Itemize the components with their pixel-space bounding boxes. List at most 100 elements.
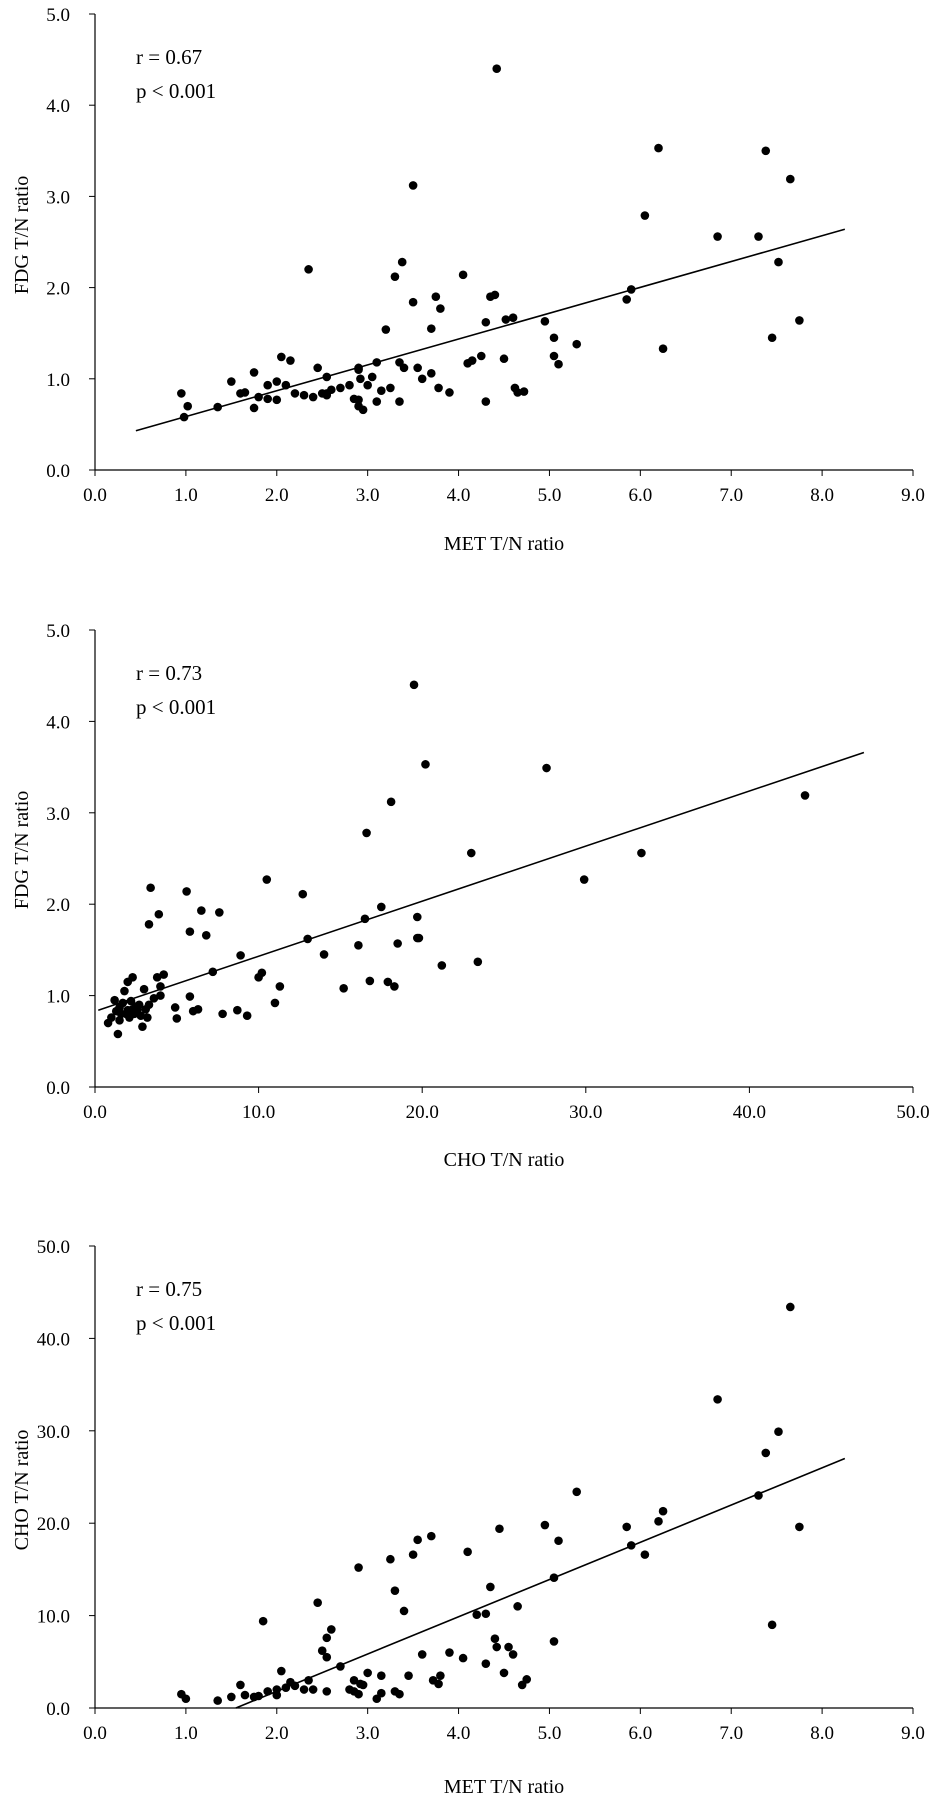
y-tick-label: 3.0 — [46, 804, 70, 825]
data-point — [107, 1013, 116, 1022]
x-tick-label: 1.0 — [174, 485, 198, 506]
y-tick-label: 10.0 — [37, 1607, 70, 1628]
data-point — [172, 1014, 182, 1023]
data-point — [263, 1687, 272, 1696]
data-point — [159, 970, 169, 979]
data-point — [386, 383, 395, 393]
x-tick-label: 5.0 — [538, 1723, 562, 1744]
data-point — [286, 356, 295, 365]
data-point — [303, 934, 312, 944]
data-point — [481, 317, 491, 327]
x-tick-label: 7.0 — [719, 485, 743, 506]
data-point — [640, 211, 650, 220]
data-point — [277, 1666, 286, 1676]
data-point — [426, 1531, 436, 1541]
data-point — [354, 363, 363, 373]
data-point — [236, 1680, 245, 1690]
x-tick-label: 3.0 — [356, 1723, 380, 1744]
data-point — [257, 968, 267, 978]
data-point — [412, 912, 422, 922]
data-point — [436, 1671, 445, 1680]
correlation-p: p < 0.001 — [136, 695, 216, 719]
data-point — [227, 1692, 236, 1702]
data-point — [128, 973, 137, 982]
data-point — [386, 1554, 395, 1564]
data-point — [290, 389, 300, 398]
data-point — [395, 397, 404, 406]
data-point — [508, 313, 518, 322]
data-points — [103, 680, 810, 1039]
data-point — [218, 1009, 227, 1019]
data-point — [126, 996, 136, 1006]
y-tick-label: 0.0 — [46, 1078, 70, 1099]
data-point — [481, 1659, 491, 1668]
data-point — [476, 351, 486, 361]
data-point — [208, 967, 218, 977]
x-tick-label: 8.0 — [810, 1723, 834, 1744]
data-point — [786, 1302, 795, 1312]
data-point — [713, 232, 722, 241]
correlation-p: p < 0.001 — [136, 1311, 216, 1335]
data-point — [761, 146, 771, 156]
data-point — [336, 383, 345, 393]
data-point — [572, 1487, 582, 1497]
data-point — [549, 1637, 559, 1646]
data-point — [434, 1679, 443, 1689]
data-point — [397, 257, 407, 267]
data-point — [421, 760, 430, 769]
data-point — [322, 1633, 332, 1643]
data-point — [327, 385, 336, 395]
y-tick-label: 20.0 — [37, 1514, 70, 1535]
x-axis-title: MET T/N ratio — [444, 533, 564, 555]
x-tick-label: 6.0 — [628, 485, 652, 506]
data-point — [513, 388, 522, 397]
data-point — [572, 339, 582, 349]
data-point — [472, 1610, 482, 1619]
data-point — [193, 1005, 203, 1014]
data-point — [362, 828, 371, 838]
data-point — [549, 333, 559, 343]
data-point — [522, 1675, 532, 1684]
data-point — [120, 986, 129, 996]
data-point — [390, 272, 400, 281]
data-point — [236, 951, 245, 960]
data-point — [658, 1506, 668, 1516]
data-point — [542, 763, 551, 773]
data-point — [185, 927, 195, 936]
data-points — [177, 64, 804, 422]
data-point — [409, 680, 419, 690]
y-tick-label: 5.0 — [46, 621, 70, 642]
data-point — [240, 1690, 250, 1700]
data-point — [499, 354, 509, 364]
y-tick-label: 0.0 — [46, 1699, 70, 1720]
correlation-r: r = 0.73 — [136, 661, 202, 685]
data-point — [492, 1642, 502, 1652]
x-tick-label: 4.0 — [447, 1723, 471, 1744]
data-point — [336, 1662, 345, 1671]
data-point — [490, 1634, 500, 1643]
data-point — [144, 1000, 154, 1010]
x-tick-label: 50.0 — [896, 1102, 929, 1123]
data-point — [393, 939, 402, 948]
x-tick-label: 2.0 — [265, 1723, 289, 1744]
data-point — [408, 181, 418, 190]
data-point — [113, 1029, 123, 1039]
data-point — [183, 401, 193, 411]
data-point — [313, 363, 322, 373]
x-tick-label: 7.0 — [719, 1723, 743, 1744]
y-axis-title: FDG T/N ratio — [11, 791, 33, 910]
data-point — [254, 392, 263, 402]
data-point — [414, 933, 424, 943]
data-point — [795, 1522, 804, 1532]
data-point — [139, 984, 149, 994]
x-tick-label: 30.0 — [569, 1102, 602, 1123]
data-point — [170, 1003, 180, 1012]
data-point — [363, 380, 372, 390]
data-point — [381, 325, 391, 334]
data-point — [308, 1685, 318, 1694]
data-point — [786, 174, 795, 184]
data-point — [377, 386, 386, 395]
data-point — [258, 1616, 268, 1626]
tick-labels: 0.0 1.0 2.0 3.0 4.0 5.0 6.0 7.0 8.0 9.0 0.0 10.0 20.… — [37, 1237, 925, 1744]
regression-line — [135, 228, 846, 432]
